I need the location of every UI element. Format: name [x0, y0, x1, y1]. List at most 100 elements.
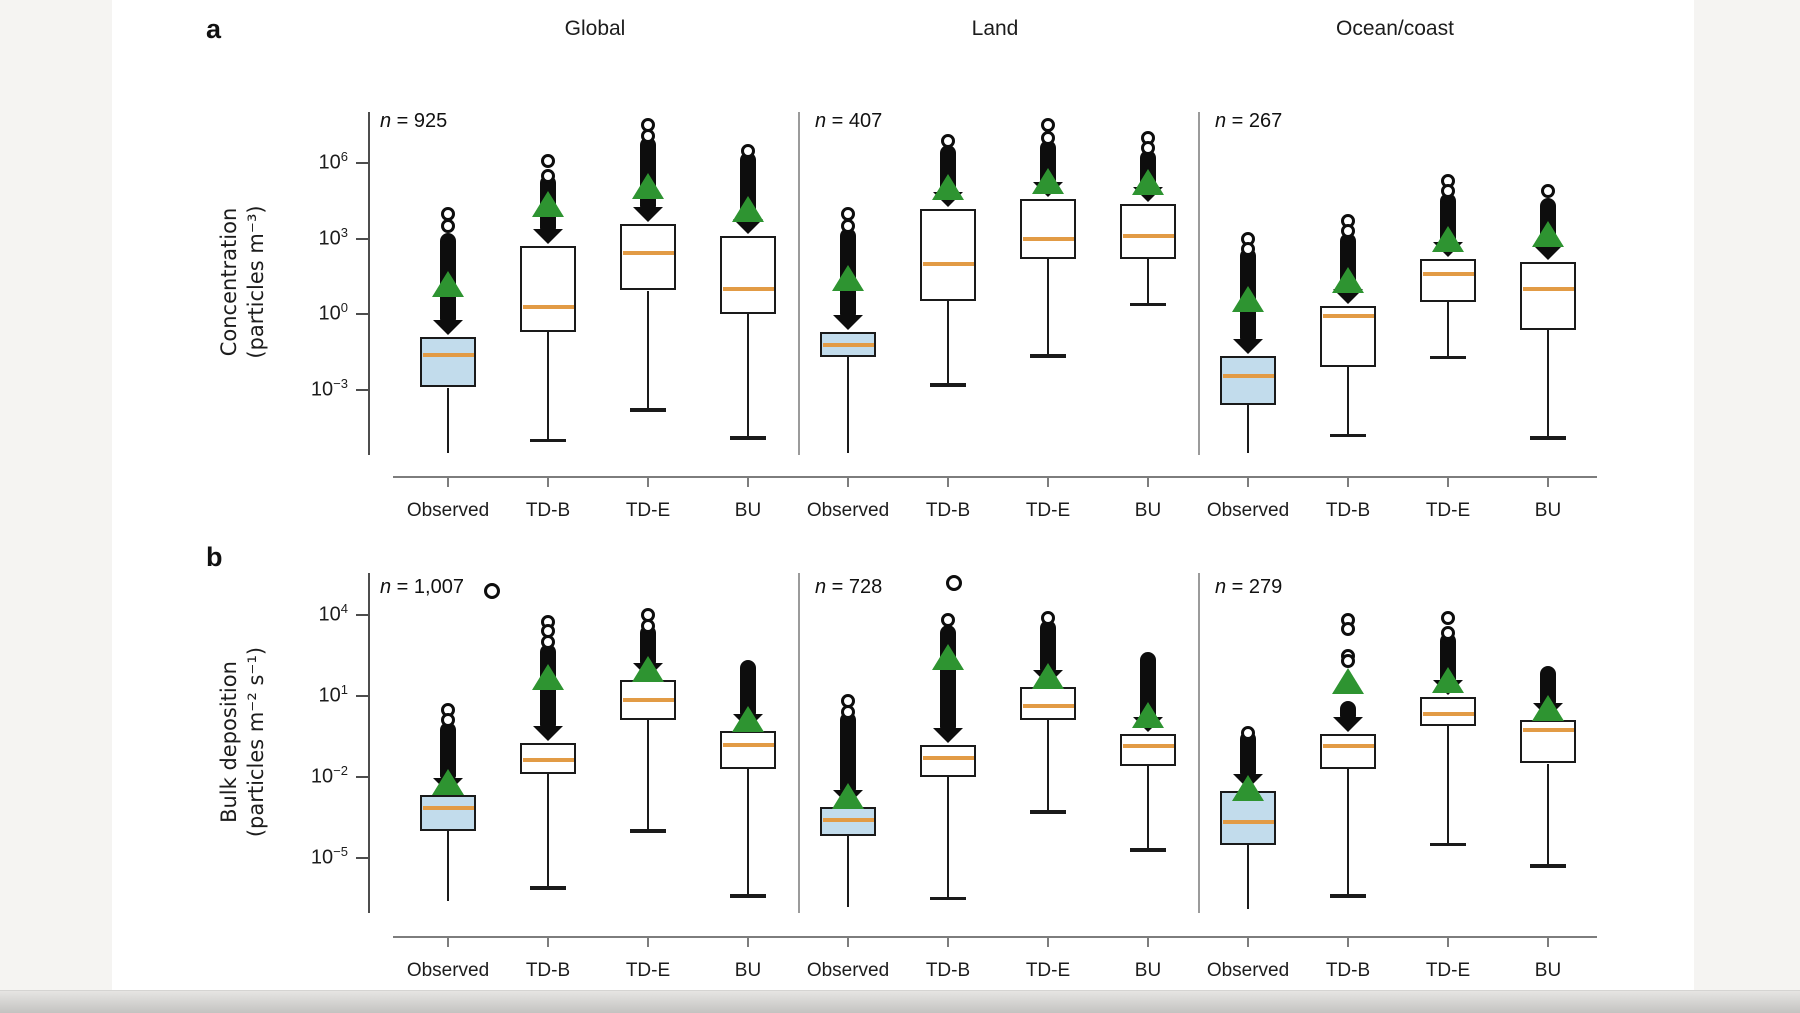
panel-letter-b: b	[206, 542, 223, 572]
box-iqr	[420, 337, 476, 388]
whisker-cap	[1330, 433, 1366, 438]
n-symbol: n	[815, 576, 827, 598]
median-line	[422, 352, 474, 357]
outlier-circle	[1141, 141, 1155, 156]
whisker-line	[1046, 720, 1050, 813]
x-axis-line	[393, 936, 1597, 938]
outlier-circle	[841, 219, 855, 234]
y-axis-label: Concentration (particles m⁻³)	[211, 72, 275, 492]
category-label: TD-B	[925, 500, 971, 521]
mean-triangle	[532, 190, 564, 217]
median-line	[622, 698, 674, 703]
outlier-circle	[1341, 621, 1355, 636]
x-axis-tick	[1347, 938, 1349, 947]
category-label: TD-E	[1425, 960, 1471, 981]
median-line	[1022, 703, 1074, 708]
outlier-circle	[1041, 118, 1055, 133]
box-iqr	[920, 744, 976, 777]
category-label: TD-E	[625, 960, 671, 981]
outlier-circle	[441, 206, 455, 221]
y-axis-tick	[356, 695, 369, 697]
outlier-arrowhead-down	[1333, 716, 1363, 732]
outlier-circle	[441, 219, 455, 234]
x-axis-tick	[647, 938, 649, 947]
outlier-circle	[641, 128, 655, 143]
x-axis-tick	[1147, 938, 1149, 947]
category-label: Observed	[406, 960, 490, 981]
panel-separator	[798, 112, 800, 455]
sample-size-label: n = 1,007	[380, 576, 464, 598]
column-title: Global	[564, 17, 626, 40]
box-iqr	[1520, 261, 1576, 330]
box-iqr	[1420, 697, 1476, 726]
n-symbol: n	[1215, 110, 1227, 132]
whisker-line	[1146, 259, 1150, 305]
median-line	[1522, 727, 1574, 732]
y-tick-exponent: 0	[340, 300, 348, 316]
y-tick-label: 103	[318, 224, 348, 250]
category-label: BU	[1534, 500, 1562, 521]
panel-separator	[798, 573, 800, 913]
category-label: TD-B	[925, 960, 971, 981]
box-iqr	[420, 794, 476, 832]
x-axis-tick	[1447, 938, 1449, 947]
mean-triangle	[632, 172, 664, 199]
box-iqr	[520, 246, 576, 333]
mean-triangle	[1132, 169, 1164, 196]
whisker-line	[1246, 844, 1250, 910]
whisker-cap	[530, 886, 566, 890]
whisker-line	[946, 777, 950, 899]
whisker-cap	[930, 383, 966, 387]
extreme-outlier-circle	[946, 574, 962, 591]
outlier-circle	[941, 133, 955, 148]
n-symbol: n	[815, 110, 827, 132]
x-axis-tick	[747, 938, 749, 947]
x-axis-tick	[547, 478, 549, 487]
median-line	[822, 342, 874, 347]
whisker-line	[546, 774, 550, 888]
whisker-cap	[730, 894, 766, 898]
category-label: BU	[734, 500, 762, 521]
x-axis-tick	[547, 938, 549, 947]
category-label: BU	[1134, 960, 1162, 981]
column-title: Land	[971, 17, 1019, 40]
y-axis-label-line: (particles m⁻² s⁻¹)	[244, 646, 268, 838]
category-label: BU	[1534, 960, 1562, 981]
category-label: TD-B	[1325, 500, 1371, 521]
mean-triangle	[732, 706, 764, 732]
outlier-circle	[741, 143, 755, 158]
category-label: BU	[734, 960, 762, 981]
mean-triangle	[732, 195, 764, 222]
outlier-circle	[841, 705, 855, 720]
whisker-line	[1346, 367, 1350, 436]
median-line	[822, 818, 874, 823]
whisker-cap	[1430, 355, 1466, 359]
mean-triangle	[832, 782, 864, 809]
whisker-cap	[630, 829, 666, 833]
whisker-cap	[1430, 842, 1466, 847]
box-iqr	[1520, 720, 1576, 764]
outlier-circle	[641, 618, 655, 633]
mean-triangle	[1232, 286, 1264, 313]
outlier-circle	[1241, 241, 1255, 256]
x-axis-tick	[747, 478, 749, 487]
category-label: Observed	[1206, 960, 1290, 981]
whisker-line	[646, 290, 650, 411]
mean-triangle	[1032, 662, 1064, 689]
median-line	[1022, 236, 1074, 241]
sample-size-label: n = 925	[380, 110, 448, 132]
outlier-column	[740, 660, 756, 717]
outlier-arrowhead-down	[733, 219, 763, 235]
whisker-cap	[1130, 302, 1166, 307]
whisker-line	[446, 387, 450, 453]
median-line	[1422, 272, 1474, 277]
x-axis-tick	[847, 938, 849, 947]
box-iqr	[1120, 203, 1176, 259]
whisker-line	[846, 357, 850, 453]
box-iqr	[1420, 259, 1476, 302]
y-tick-exponent: −3	[333, 376, 348, 391]
category-label: Observed	[406, 500, 490, 521]
mean-triangle	[1232, 774, 1264, 801]
y-tick-label: 10−3	[310, 376, 348, 401]
x-axis-tick	[1047, 938, 1049, 947]
